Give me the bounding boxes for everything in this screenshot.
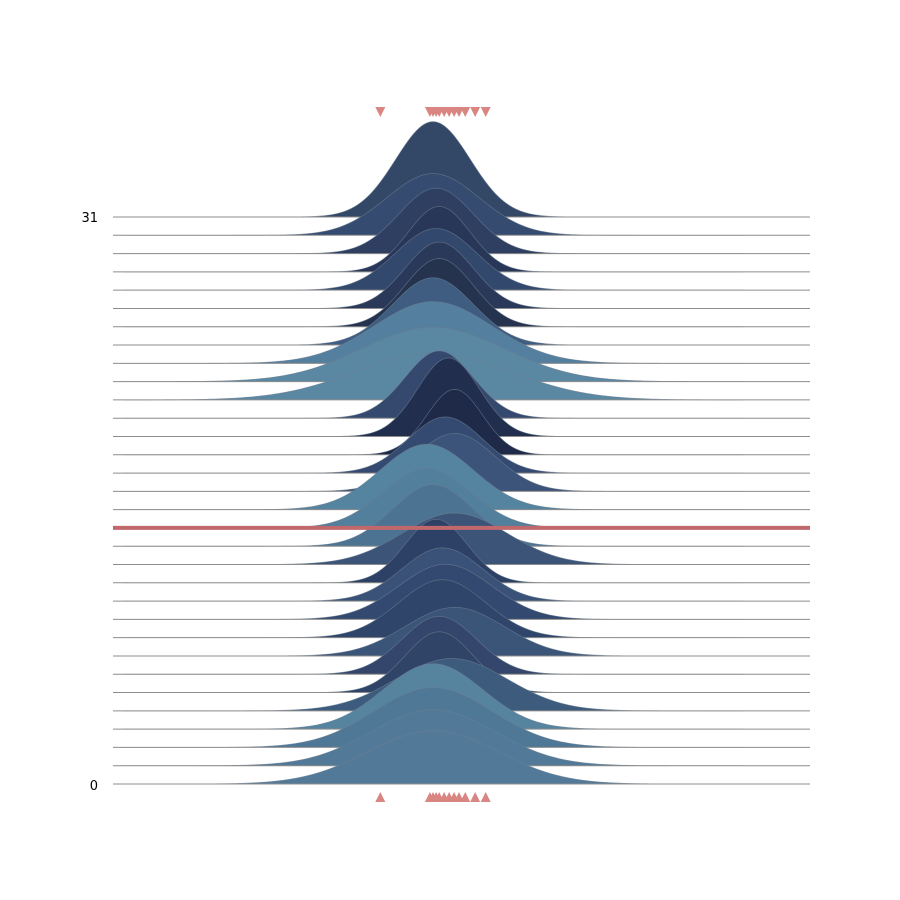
marker-bottom-9 <box>460 792 471 802</box>
y-tick-label-bottom: 0 <box>90 779 98 794</box>
ridge-area-0 <box>113 730 810 784</box>
ridges-layer <box>113 121 810 785</box>
markers-layer <box>375 107 491 802</box>
marker-top-9 <box>460 107 471 117</box>
marker-top-10 <box>470 107 481 117</box>
marker-bottom-11 <box>480 792 491 802</box>
marker-top-11 <box>480 107 491 117</box>
y-tick-label-top: 31 <box>81 211 98 226</box>
ridge-area-22 <box>113 327 810 382</box>
ridge-area-31 <box>113 121 810 217</box>
marker-bottom-0 <box>375 792 386 802</box>
marker-top-0 <box>375 107 386 117</box>
ridge-outline-22 <box>123 327 743 382</box>
marker-bottom-10 <box>470 792 481 802</box>
y-axis-ticks: 31 0 <box>81 211 98 794</box>
ridge-area-15 <box>113 444 810 510</box>
ridge-row-0 <box>113 730 810 785</box>
ridge-area-11 <box>113 519 810 583</box>
